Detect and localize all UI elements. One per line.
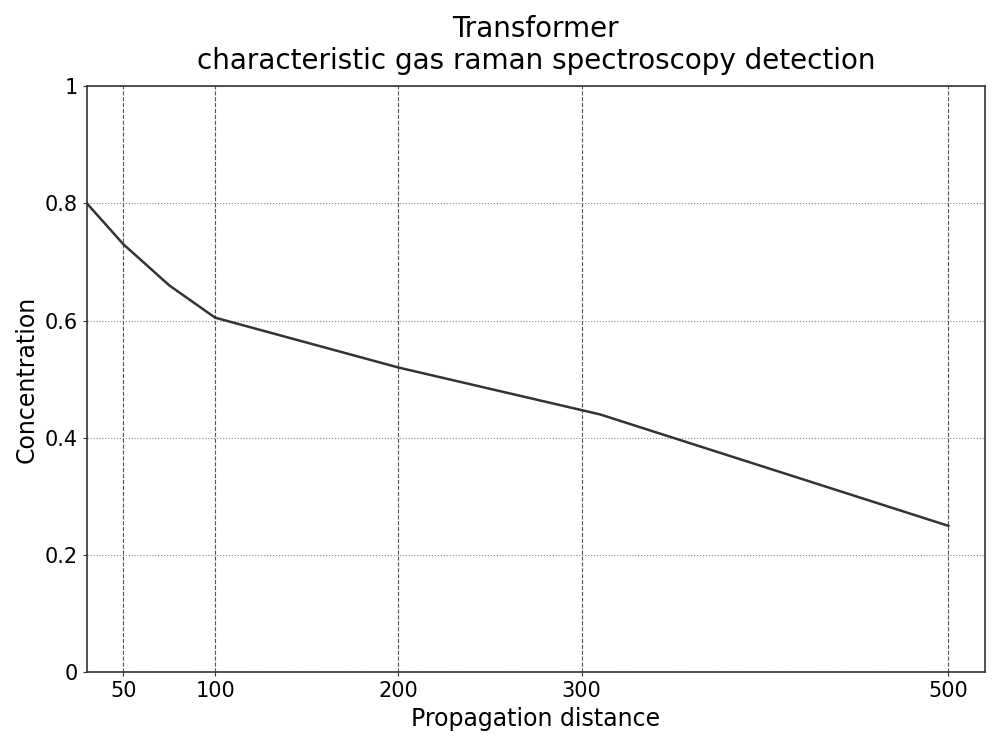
Title: Transformer
characteristic gas raman spectroscopy detection: Transformer characteristic gas raman spe… xyxy=(197,15,875,75)
Y-axis label: Concentration: Concentration xyxy=(15,295,39,463)
X-axis label: Propagation distance: Propagation distance xyxy=(411,707,660,731)
